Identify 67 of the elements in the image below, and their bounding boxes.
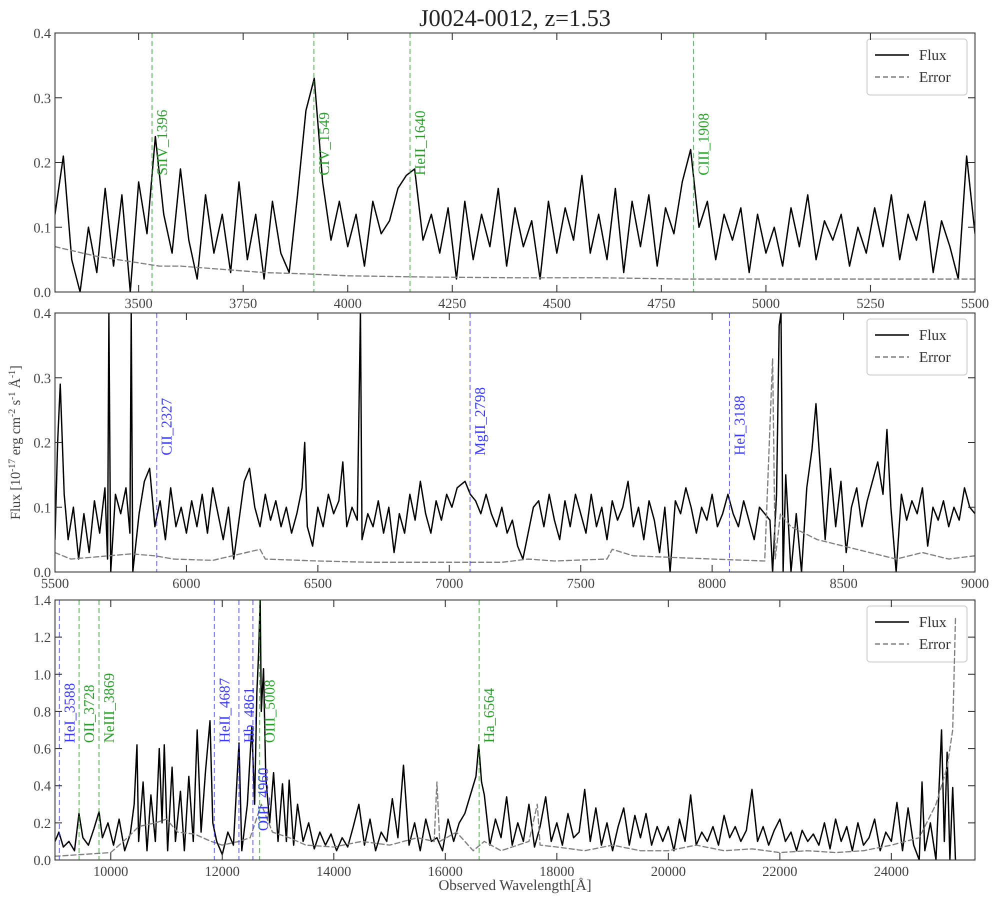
- y-tick-label: 0.8: [34, 705, 51, 720]
- y-tick-label: 0.2: [34, 436, 51, 452]
- x-tick-label: 16000: [428, 865, 463, 880]
- ref-line-label: HeI_3588: [62, 683, 78, 743]
- ref-line-label: NeIII_3869: [102, 673, 118, 743]
- x-tick-label: 7000: [435, 577, 464, 592]
- legend-label: Error: [919, 637, 951, 653]
- legend-label: Flux: [919, 328, 948, 344]
- x-tick-label: 6000: [172, 577, 200, 592]
- x-tick-label: 9000: [961, 577, 989, 592]
- x-tick-label: 20000: [650, 865, 686, 880]
- ref-line-label: CII_2327: [160, 397, 176, 456]
- ref-line-label: Ha_6564: [482, 688, 498, 743]
- x-tick-label: 5000: [752, 297, 780, 312]
- line-series: [55, 313, 975, 572]
- x-tick-label: 5250: [856, 297, 884, 312]
- y-tick-label: 0.3: [34, 92, 51, 107]
- legend-label: Flux: [919, 48, 948, 64]
- ref-line-label: Hb_4861: [242, 687, 258, 743]
- ref-line-label: HeII_1640: [413, 110, 430, 176]
- ref-line-label: OII_3728: [82, 684, 98, 743]
- ref-line-label: OIII_4960: [256, 768, 272, 831]
- y-tick-label: 1.0: [34, 668, 51, 684]
- x-tick-label: 4750: [647, 297, 676, 312]
- line-series: [55, 246, 975, 280]
- y-tick-label: 0.2: [34, 156, 51, 172]
- y-tick-label: 1.2: [34, 631, 51, 646]
- legend-label: Error: [919, 350, 951, 366]
- ref-line-label: HeII_4687: [217, 678, 234, 743]
- x-tick-label: 6500: [304, 577, 332, 592]
- x-tick-label: 4500: [542, 297, 571, 312]
- x-tick-label: 7500: [566, 577, 595, 592]
- x-tick-label: 8500: [830, 577, 858, 592]
- x-tick-label: 22000: [762, 865, 798, 880]
- x-tick-label: 4250: [438, 297, 466, 312]
- y-tick-label: 0.4: [34, 307, 51, 322]
- legend-label: Flux: [919, 615, 948, 631]
- y-tick-label: 0.6: [34, 742, 51, 758]
- y-tick-label: 0.3: [34, 372, 51, 387]
- x-tick-label: 5500: [961, 297, 989, 312]
- x-tick-label: 3500: [124, 297, 153, 312]
- y-tick-label: 1.4: [34, 594, 51, 609]
- y-tick-label: 0.4: [34, 780, 51, 795]
- ref-line-label: OIII_5008: [262, 680, 279, 743]
- x-tick-label: 10000: [93, 865, 128, 880]
- chart-title: J0024-0012, z=1.53: [419, 6, 611, 32]
- y-tick-label: 0.4: [34, 27, 51, 42]
- x-tick-label: 18000: [539, 865, 574, 880]
- y-tick-label: 0.2: [34, 816, 51, 832]
- y-tick-label: 0.0: [34, 286, 51, 301]
- ref-line-label: CIV_1549: [316, 112, 333, 176]
- x-tick-label: 14000: [316, 865, 352, 880]
- x-tick-label: 12000: [204, 865, 240, 880]
- y-tick-label: 0.1: [34, 221, 51, 236]
- x-tick-label: 8000: [698, 577, 726, 592]
- y-tick-label: 0.1: [34, 501, 51, 516]
- x-tick-label: 5500: [41, 577, 69, 592]
- legend-label: Error: [919, 70, 951, 86]
- ref-line-label: SiIV_1396: [155, 109, 172, 176]
- ref-line-label: MgII_2798: [473, 387, 490, 456]
- ref-line-label: CIII_1908: [696, 112, 713, 176]
- x-tick-label: 4000: [334, 297, 362, 312]
- x-tick-label: 24000: [874, 865, 909, 880]
- x-tick-label: 3750: [229, 297, 258, 312]
- x-axis-title: Observed Wavelength[Å]: [438, 877, 592, 894]
- ref-line-label: HeI_3188: [732, 395, 748, 456]
- y-tick-label: 0.0: [34, 854, 51, 869]
